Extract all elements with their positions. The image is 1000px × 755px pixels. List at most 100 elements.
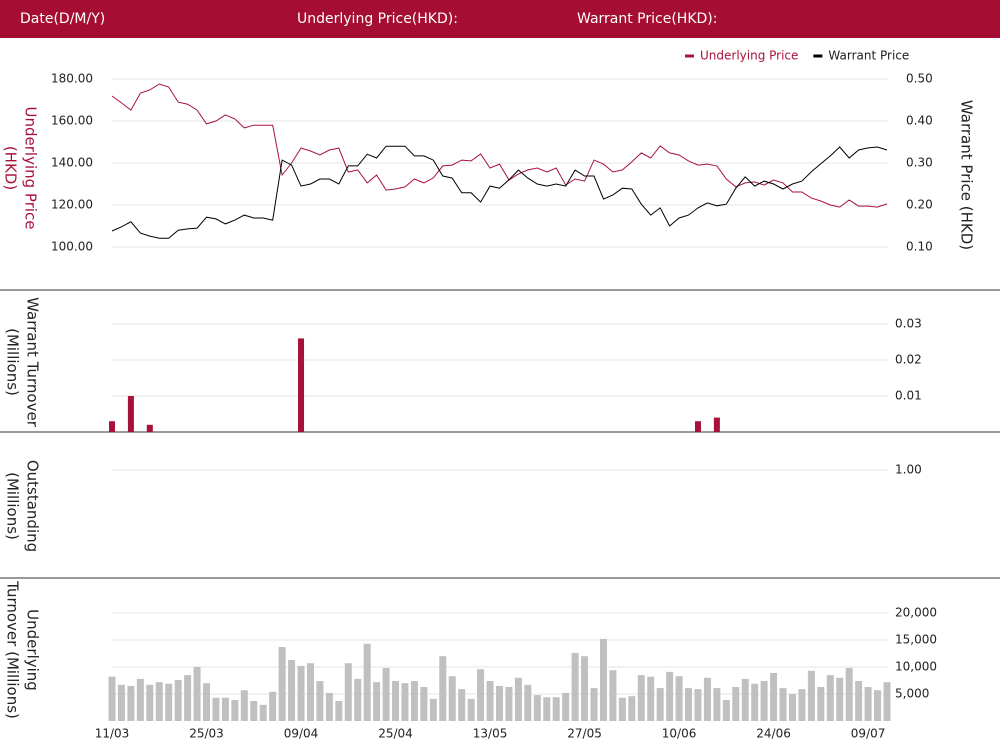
bar — [807, 670, 815, 721]
bar — [788, 694, 796, 721]
y2-tick-label: 0.50 — [906, 72, 933, 86]
bar — [439, 656, 447, 721]
y-tick-label: 15,000 — [895, 633, 937, 647]
bar — [590, 688, 598, 721]
bar — [609, 670, 617, 721]
bar — [146, 684, 154, 721]
bar — [298, 338, 305, 432]
bar — [864, 686, 872, 721]
legend-label: Warrant Price — [828, 49, 909, 63]
bar — [543, 697, 551, 721]
bar — [666, 671, 674, 721]
bar — [637, 675, 645, 721]
bar — [486, 681, 494, 721]
bar — [410, 681, 418, 721]
bar — [354, 678, 362, 721]
bar — [845, 668, 853, 721]
y-tick-label: 20,000 — [895, 606, 937, 620]
bar — [524, 684, 532, 721]
bar — [250, 701, 258, 721]
bar — [760, 681, 768, 721]
bar — [240, 690, 248, 721]
x-tick-label: 24/06 — [756, 727, 791, 741]
y-tick-label: 5,000 — [895, 687, 929, 701]
bar — [344, 663, 352, 721]
bar — [467, 698, 475, 721]
bar — [221, 697, 229, 721]
bar — [231, 699, 239, 721]
y-tick-label: 10,000 — [895, 660, 937, 674]
bar — [581, 656, 589, 721]
y-axis-title: Warrant Turnover — [24, 297, 42, 428]
bar — [751, 683, 759, 721]
x-tick-label: 09/07 — [851, 727, 886, 741]
bar — [741, 678, 749, 721]
bar — [363, 643, 371, 721]
bar — [496, 685, 503, 721]
y2-tick-label: 0.30 — [906, 156, 933, 170]
bar — [694, 689, 702, 721]
bar — [108, 676, 116, 721]
x-tick-label: 10/06 — [662, 727, 697, 741]
bar — [855, 681, 863, 721]
bar — [675, 676, 683, 721]
bar — [316, 681, 324, 721]
bar — [259, 704, 267, 721]
bar — [184, 675, 192, 721]
bar — [779, 688, 787, 721]
header-bar — [0, 0, 1000, 38]
bar — [713, 417, 720, 432]
y-tick-label: 140.00 — [51, 156, 93, 170]
bar — [628, 696, 636, 721]
y-axis-title: (HKD) — [2, 146, 20, 190]
bar — [874, 690, 882, 721]
bar — [325, 692, 333, 721]
bar — [203, 683, 211, 721]
x-tick-label: 27/05 — [567, 727, 602, 741]
bar — [647, 676, 655, 721]
bar — [382, 668, 390, 721]
bar — [127, 396, 134, 432]
bar — [817, 686, 825, 721]
y2-tick-label: 0.10 — [906, 240, 933, 254]
header-field: Date(D/M/Y) — [20, 11, 105, 27]
y2-axis-title: Warrant Price (HKD) — [958, 100, 976, 250]
y-tick-label: 0.01 — [895, 389, 922, 403]
bar — [335, 701, 343, 721]
bar — [533, 695, 541, 721]
bar — [826, 675, 834, 721]
x-tick-label: 25/04 — [378, 727, 413, 741]
bar — [155, 682, 163, 721]
bar — [552, 697, 560, 721]
bar — [392, 681, 400, 721]
bar — [297, 665, 305, 721]
y-tick-label: 0.02 — [895, 353, 922, 367]
y-axis-title: Outstanding — [24, 460, 42, 552]
line — [111, 83, 888, 208]
bar — [562, 692, 570, 721]
bar — [770, 672, 778, 721]
bar — [420, 686, 428, 721]
bar — [599, 638, 607, 721]
bar — [127, 685, 135, 721]
y-tick-label: 0.03 — [895, 317, 922, 331]
bar — [836, 677, 844, 721]
y2-tick-label: 0.20 — [906, 198, 933, 212]
bar — [798, 689, 806, 721]
bar — [713, 688, 721, 721]
y-tick-label: 100.00 — [51, 240, 93, 254]
header-field: Underlying Price(HKD): — [297, 11, 458, 27]
line — [111, 145, 888, 239]
y-tick-label: 180.00 — [51, 72, 93, 86]
bar — [401, 683, 409, 721]
x-tick-label: 09/04 — [284, 727, 319, 741]
bar — [269, 691, 277, 721]
bar — [278, 647, 286, 721]
bar — [618, 697, 626, 721]
header: Date(D/M/Y) Underlying Price(HKD): Warra… — [0, 0, 1000, 38]
bar — [883, 682, 891, 721]
header-field: Warrant Price(HKD): — [577, 11, 717, 27]
bar — [288, 659, 296, 721]
x-tick-label: 13/05 — [473, 727, 508, 741]
